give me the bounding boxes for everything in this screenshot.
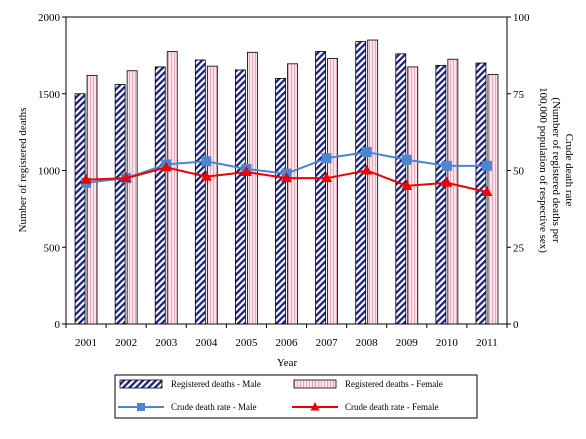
y-left-tick-label: 1000 [38, 166, 61, 178]
y-right-tick-label: 75 [513, 89, 525, 101]
x-tick-label-2009: 2009 [396, 337, 419, 349]
marker-female-2009 [401, 179, 413, 190]
x-tick-label-2010: 2010 [436, 337, 459, 349]
bar-female-2001 [86, 74, 98, 325]
bars-layer [74, 39, 499, 325]
y-axis-right-title-line: (Number of registered deaths per [550, 97, 562, 243]
lines-layer [80, 147, 493, 196]
y-left-tick-label: 2000 [38, 12, 61, 24]
legend-marker-female-line [310, 402, 320, 411]
bar-male-2005 [235, 69, 246, 325]
y-axis-right-title-line: 100,000 population of respective sex) [537, 87, 549, 253]
x-tick-label-2008: 2008 [356, 337, 379, 349]
legend-label-male-bar: Registered deaths - Male [171, 379, 261, 389]
y-axis-left-title: Number of registered deaths [17, 108, 29, 233]
marker-female-2008 [361, 164, 373, 175]
bar-female-2005 [247, 51, 258, 325]
x-tick-label-2004: 2004 [195, 337, 218, 349]
legend: Registered deaths - Male Registered death… [114, 374, 478, 419]
bar-female-2010 [447, 58, 459, 325]
y-left-tick-label: 500 [44, 242, 61, 254]
x-tick-label-2007: 2007 [316, 337, 339, 349]
marker-female-2006 [281, 172, 292, 183]
x-tick-label-2011: 2011 [476, 337, 498, 349]
bar-female-2002 [126, 70, 138, 325]
marker-female-2004 [200, 170, 212, 181]
marker-female-2011 [481, 185, 493, 196]
y-right-tick-label: 0 [513, 319, 519, 331]
bar-female-2009 [407, 66, 419, 325]
bar-male-2007 [315, 51, 326, 325]
y-right-tick-label: 100 [513, 12, 530, 24]
marker-female-2001 [80, 173, 92, 184]
legend-label-female-line: Crude death rate - Female [345, 402, 438, 412]
bar-female-2007 [327, 58, 338, 325]
bar-female-2006 [287, 63, 298, 325]
x-tick-label-2001: 2001 [75, 337, 97, 349]
marker-male-2011 [481, 160, 492, 171]
bar-female-2008 [367, 39, 379, 325]
bar-female-2011 [487, 74, 499, 325]
x-tick-label-2002: 2002 [115, 337, 137, 349]
marker-female-2002 [120, 172, 132, 183]
marker-male-2004 [201, 156, 212, 167]
marker-male-2007 [321, 153, 332, 164]
legend-marker-male-line [137, 403, 145, 411]
bar-male-2003 [154, 66, 166, 325]
y-right-tick-label: 50 [513, 166, 525, 178]
bar-female-2004 [206, 65, 218, 325]
x-tick-label-2003: 2003 [155, 337, 178, 349]
bar-male-2004 [194, 59, 206, 325]
marker-male-2008 [361, 147, 372, 158]
y-left-tick-label: 1500 [38, 89, 61, 101]
legend-label-female-bar: Registered deaths - Female [345, 379, 443, 389]
y-right-tick-label: 25 [513, 242, 525, 254]
axes-layer: 0 500 1000 1500 2000 0 25 50 75 100 2001 2002 2003 20… [38, 12, 530, 349]
bar-female-2003 [166, 51, 178, 325]
marker-female-2007 [321, 172, 333, 183]
bar-male-2008 [355, 41, 367, 325]
marker-female-2003 [160, 161, 172, 172]
x-tick-label-2005: 2005 [235, 337, 258, 349]
legend-swatch-female-bar [293, 379, 337, 389]
legend-label-male-line: Crude death rate - Male [171, 402, 256, 412]
x-tick-label-2006: 2006 [276, 337, 299, 349]
legend-swatch-male-bar [119, 379, 163, 389]
y-left-tick-label: 0 [55, 319, 61, 331]
bar-male-2002 [114, 84, 126, 325]
marker-male-2010 [441, 160, 452, 171]
marker-female-2010 [441, 176, 453, 187]
marker-female-2005 [240, 166, 252, 177]
x-axis-title: Year [277, 357, 298, 369]
bar-male-2010 [435, 64, 447, 325]
bar-male-2001 [74, 93, 86, 325]
y-axis-right-title: Crude death rate(Number of registered de… [537, 87, 575, 253]
y-axis-right-title-line: Crude death rate [563, 134, 575, 207]
marker-male-2009 [401, 154, 412, 165]
bar-male-2006 [275, 78, 286, 325]
